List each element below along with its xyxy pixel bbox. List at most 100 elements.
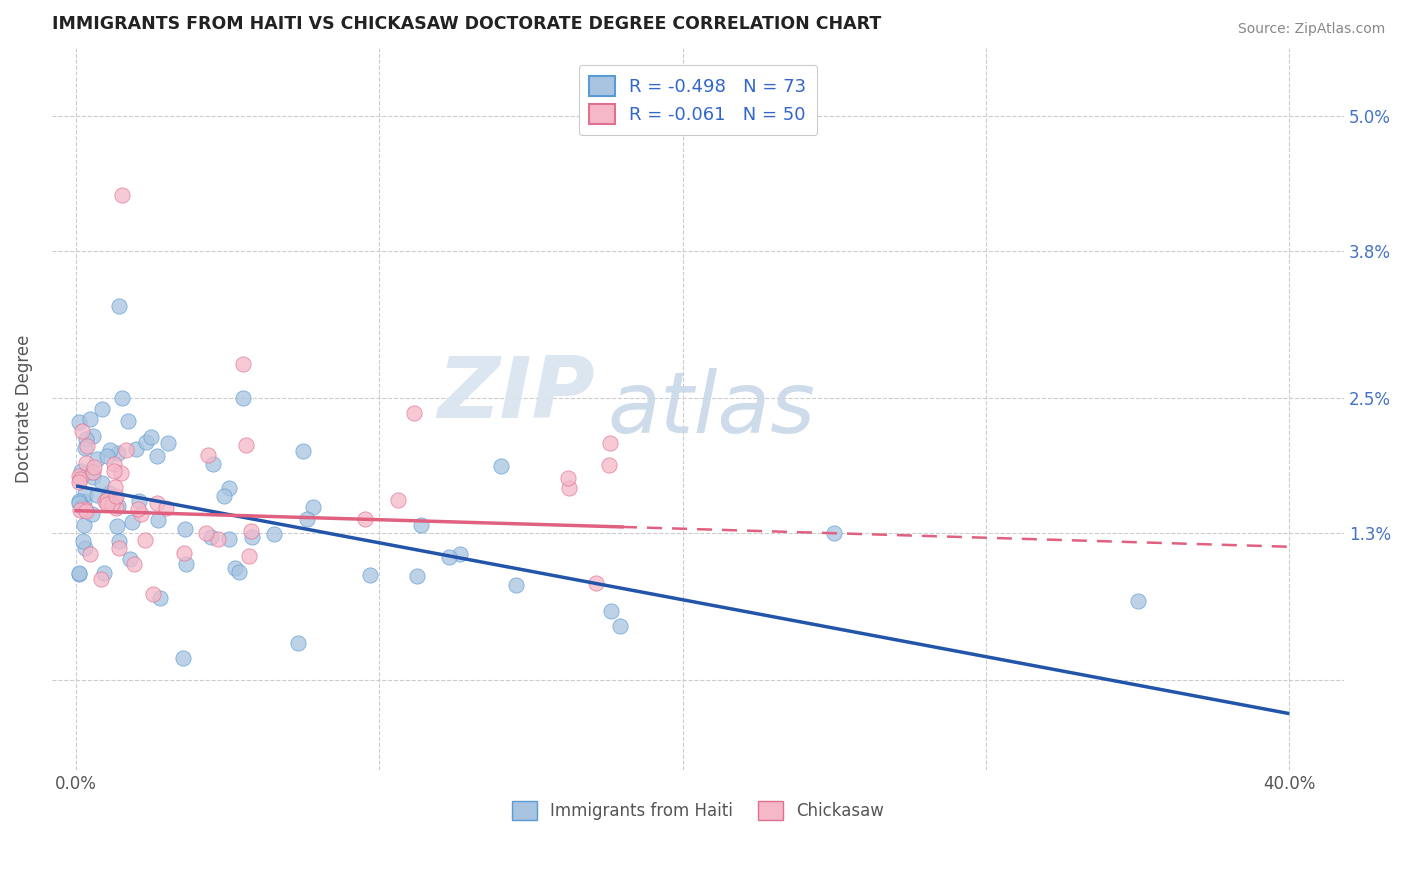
Point xyxy=(149,591,172,606)
Point xyxy=(155,500,177,515)
Point xyxy=(1126,594,1149,608)
Point xyxy=(599,604,621,618)
Point xyxy=(125,442,148,456)
Point xyxy=(82,429,104,443)
Point xyxy=(135,435,157,450)
Point xyxy=(110,466,132,480)
Point xyxy=(67,566,90,581)
Point xyxy=(104,480,127,494)
Text: ZIP: ZIP xyxy=(437,353,595,436)
Point xyxy=(609,619,631,633)
Point xyxy=(76,467,98,481)
Point xyxy=(146,513,169,527)
Point xyxy=(505,577,527,591)
Point xyxy=(80,507,103,521)
Point xyxy=(200,530,222,544)
Y-axis label: Doctorate Degree: Doctorate Degree xyxy=(15,335,32,483)
Point xyxy=(73,441,96,455)
Point xyxy=(67,475,90,490)
Text: IMMIGRANTS FROM HAITI VS CHICKASAW DOCTORATE DEGREE CORRELATION CHART: IMMIGRANTS FROM HAITI VS CHICKASAW DOCTO… xyxy=(52,15,882,33)
Point xyxy=(557,471,579,485)
Point xyxy=(146,495,169,509)
Text: atlas: atlas xyxy=(607,368,815,450)
Point xyxy=(585,576,607,591)
Point xyxy=(79,547,101,561)
Point xyxy=(96,497,118,511)
Point xyxy=(79,412,101,426)
Point xyxy=(409,518,432,533)
Point xyxy=(232,391,254,405)
Point xyxy=(173,545,195,559)
Point xyxy=(172,650,194,665)
Point xyxy=(97,486,120,500)
Point xyxy=(104,500,127,515)
Point xyxy=(96,493,118,508)
Point xyxy=(195,526,218,541)
Point xyxy=(115,442,138,457)
Point xyxy=(292,444,315,458)
Point xyxy=(101,497,124,511)
Point xyxy=(90,572,112,586)
Point xyxy=(94,494,117,508)
Point xyxy=(359,568,381,582)
Point xyxy=(301,500,323,514)
Point xyxy=(387,493,409,508)
Point xyxy=(129,508,152,522)
Point xyxy=(287,636,309,650)
Point xyxy=(128,494,150,508)
Text: Source: ZipAtlas.com: Source: ZipAtlas.com xyxy=(1237,22,1385,37)
Point xyxy=(207,532,229,546)
Point xyxy=(197,448,219,462)
Point xyxy=(295,512,318,526)
Point xyxy=(406,569,429,583)
Point xyxy=(120,551,142,566)
Point xyxy=(141,430,163,444)
Point xyxy=(110,188,132,202)
Point xyxy=(263,527,285,541)
Point xyxy=(67,493,90,508)
Point xyxy=(354,511,377,525)
Point xyxy=(70,500,93,514)
Point xyxy=(75,541,97,556)
Point xyxy=(75,487,97,501)
Point xyxy=(103,457,125,471)
Point xyxy=(82,469,104,483)
Point xyxy=(90,401,112,416)
Point xyxy=(599,436,621,450)
Point xyxy=(134,533,156,547)
Point xyxy=(73,494,96,508)
Point xyxy=(437,550,460,565)
Point xyxy=(69,464,91,478)
Point xyxy=(228,565,250,579)
Point xyxy=(107,533,129,548)
Legend: Immigrants from Haiti, Chickasaw: Immigrants from Haiti, Chickasaw xyxy=(505,794,891,827)
Point xyxy=(91,476,114,491)
Point xyxy=(156,436,179,450)
Point xyxy=(103,464,125,478)
Point xyxy=(121,515,143,529)
Point xyxy=(117,413,139,427)
Point xyxy=(110,391,132,405)
Point xyxy=(75,456,97,470)
Point xyxy=(240,524,263,538)
Point xyxy=(146,449,169,463)
Point xyxy=(69,502,91,516)
Point xyxy=(107,499,129,513)
Point xyxy=(127,502,149,516)
Point xyxy=(76,439,98,453)
Point xyxy=(96,449,118,463)
Point xyxy=(489,458,512,473)
Point xyxy=(402,406,425,420)
Point xyxy=(72,425,94,439)
Point xyxy=(108,299,131,313)
Point xyxy=(142,587,165,601)
Point xyxy=(69,472,91,486)
Point xyxy=(67,496,90,510)
Point xyxy=(201,457,224,471)
Point xyxy=(93,566,115,581)
Point xyxy=(86,452,108,467)
Point xyxy=(98,442,121,457)
Point xyxy=(67,415,90,429)
Point xyxy=(598,458,620,472)
Point xyxy=(449,547,471,561)
